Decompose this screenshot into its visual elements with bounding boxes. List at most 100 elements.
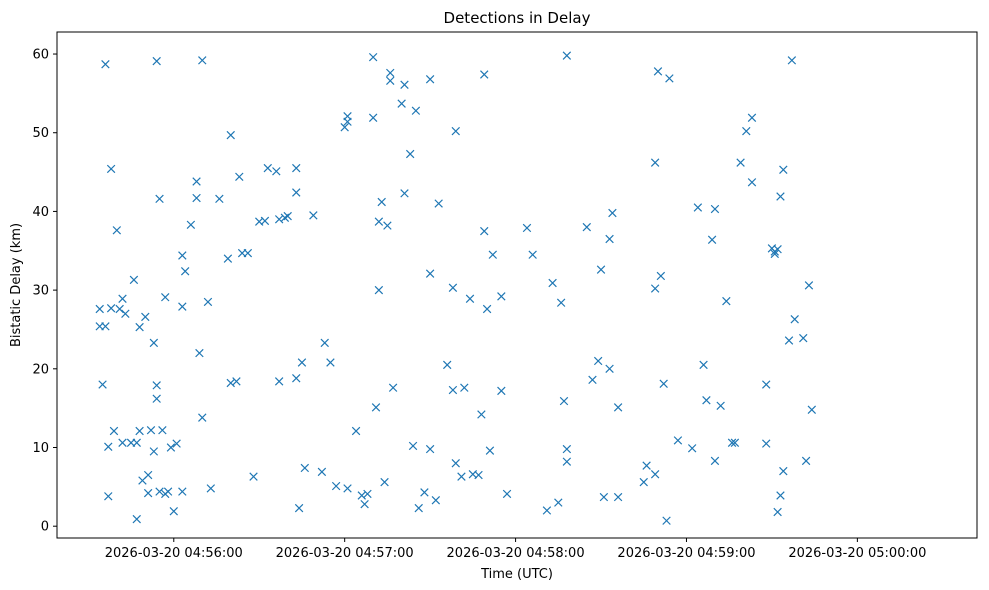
- data-point: [283, 211, 292, 221]
- data-point: [143, 488, 153, 498]
- data-point: [420, 488, 429, 497]
- y-tick-label: 10: [32, 441, 49, 456]
- data-point: [380, 477, 389, 487]
- data-point: [152, 394, 161, 403]
- data-point: [166, 443, 176, 452]
- data-point: [665, 74, 674, 83]
- data-point: [613, 403, 623, 412]
- data-point: [135, 322, 144, 332]
- data-point: [195, 348, 204, 358]
- data-point: [368, 113, 378, 123]
- data-point: [474, 470, 483, 480]
- data-point: [736, 158, 745, 167]
- data-points: [95, 51, 817, 525]
- data-point: [292, 188, 301, 197]
- data-point: [163, 487, 173, 496]
- x-axis-title: Time (UTC): [480, 567, 553, 582]
- data-point: [465, 294, 475, 303]
- data-point: [223, 254, 233, 263]
- data-point: [317, 467, 327, 477]
- data-point: [149, 338, 159, 348]
- x-tick-label: 2026-03-20 04:56:00: [105, 546, 243, 561]
- data-point: [386, 76, 395, 86]
- data-point: [141, 312, 150, 322]
- data-point: [502, 489, 512, 499]
- data-point: [169, 507, 179, 516]
- data-point: [687, 444, 697, 453]
- data-point: [226, 378, 235, 388]
- data-point: [343, 117, 352, 126]
- data-point: [146, 425, 156, 435]
- data-point: [149, 447, 159, 456]
- data-point: [400, 80, 409, 89]
- data-point: [152, 381, 161, 390]
- data-point: [215, 194, 224, 204]
- data-point: [710, 456, 720, 466]
- data-point: [186, 220, 196, 230]
- data-point: [158, 425, 167, 435]
- data-point: [198, 56, 207, 65]
- data-point: [411, 106, 421, 115]
- data-point: [659, 379, 668, 388]
- data-point: [650, 284, 660, 293]
- data-point: [605, 364, 614, 374]
- data-point: [722, 296, 731, 306]
- x-tick-label: 2026-03-20 04:58:00: [447, 546, 585, 561]
- x-tick-label: 2026-03-20 04:57:00: [276, 546, 414, 561]
- data-point: [702, 396, 711, 405]
- data-point: [699, 360, 708, 370]
- data-point: [109, 426, 119, 436]
- data-point: [425, 74, 435, 84]
- data-point: [773, 244, 782, 254]
- data-point: [779, 466, 788, 476]
- data-point: [662, 516, 671, 525]
- data-point: [115, 304, 124, 314]
- data-point: [326, 358, 335, 367]
- data-point: [773, 507, 782, 517]
- data-point: [457, 472, 466, 481]
- data-point: [480, 226, 489, 236]
- data-point: [98, 380, 107, 389]
- data-point: [101, 60, 110, 69]
- data-point: [460, 383, 469, 392]
- data-point: [383, 221, 392, 230]
- data-point: [650, 158, 660, 167]
- data-point: [118, 294, 127, 303]
- data-point: [799, 333, 808, 343]
- data-point: [400, 189, 409, 198]
- data-point: [235, 172, 244, 182]
- data-point: [559, 396, 569, 406]
- data-point: [442, 360, 452, 370]
- data-point: [727, 438, 737, 448]
- data-point: [172, 439, 181, 448]
- data-point: [155, 487, 164, 496]
- data-point: [360, 499, 369, 509]
- data-point: [161, 292, 170, 302]
- data-point: [801, 456, 811, 466]
- data-point: [562, 457, 572, 466]
- y-tick-label: 40: [32, 205, 49, 220]
- data-point: [351, 426, 361, 436]
- data-point: [106, 303, 116, 313]
- data-point: [593, 356, 603, 366]
- data-point: [95, 304, 104, 314]
- y-tick-label: 60: [32, 48, 49, 63]
- data-point: [377, 197, 386, 207]
- data-point: [448, 283, 458, 292]
- data-point: [605, 234, 614, 244]
- data-point: [425, 444, 435, 454]
- data-point: [790, 315, 799, 324]
- data-point: [121, 309, 130, 318]
- data-point: [784, 336, 794, 345]
- data-point: [118, 438, 127, 448]
- data-point: [548, 278, 557, 288]
- data-point: [804, 281, 814, 290]
- data-point: [386, 68, 395, 78]
- data-point: [528, 250, 537, 259]
- data-point: [562, 444, 572, 454]
- x-tick-label: 2026-03-20 04:59:00: [617, 546, 755, 561]
- data-point: [554, 498, 563, 507]
- data-point: [480, 70, 489, 79]
- data-point: [260, 216, 270, 226]
